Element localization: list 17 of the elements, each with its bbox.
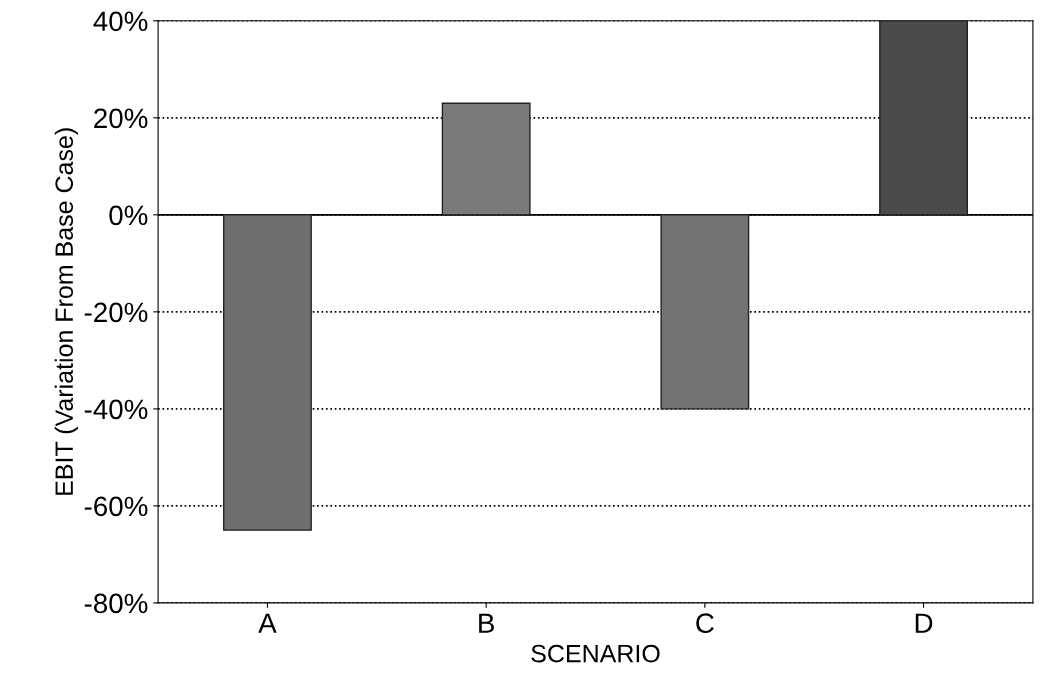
- bar: [223, 214, 312, 531]
- bar: [660, 214, 750, 410]
- x-tick-label: A: [258, 613, 277, 633]
- x-axis-title: SCENARIO: [531, 644, 660, 663]
- y-tick-label: -40%: [84, 399, 148, 420]
- y-tick-label: 0%: [109, 205, 148, 226]
- x-tick-label: B: [479, 613, 494, 633]
- x-tick-label: D: [915, 613, 933, 633]
- y-tick-label: -80%: [84, 593, 148, 614]
- y-tick-label: -60%: [84, 496, 148, 517]
- bar: [441, 102, 531, 216]
- x-tick-label: C: [696, 613, 714, 634]
- y-tick-label: 40%: [93, 11, 148, 32]
- y-axis-title: EBIT (Variation From Base Case): [54, 128, 78, 495]
- bar: [879, 20, 969, 216]
- y-tick-label: -20%: [84, 302, 148, 323]
- y-tick-label: 20%: [94, 108, 148, 129]
